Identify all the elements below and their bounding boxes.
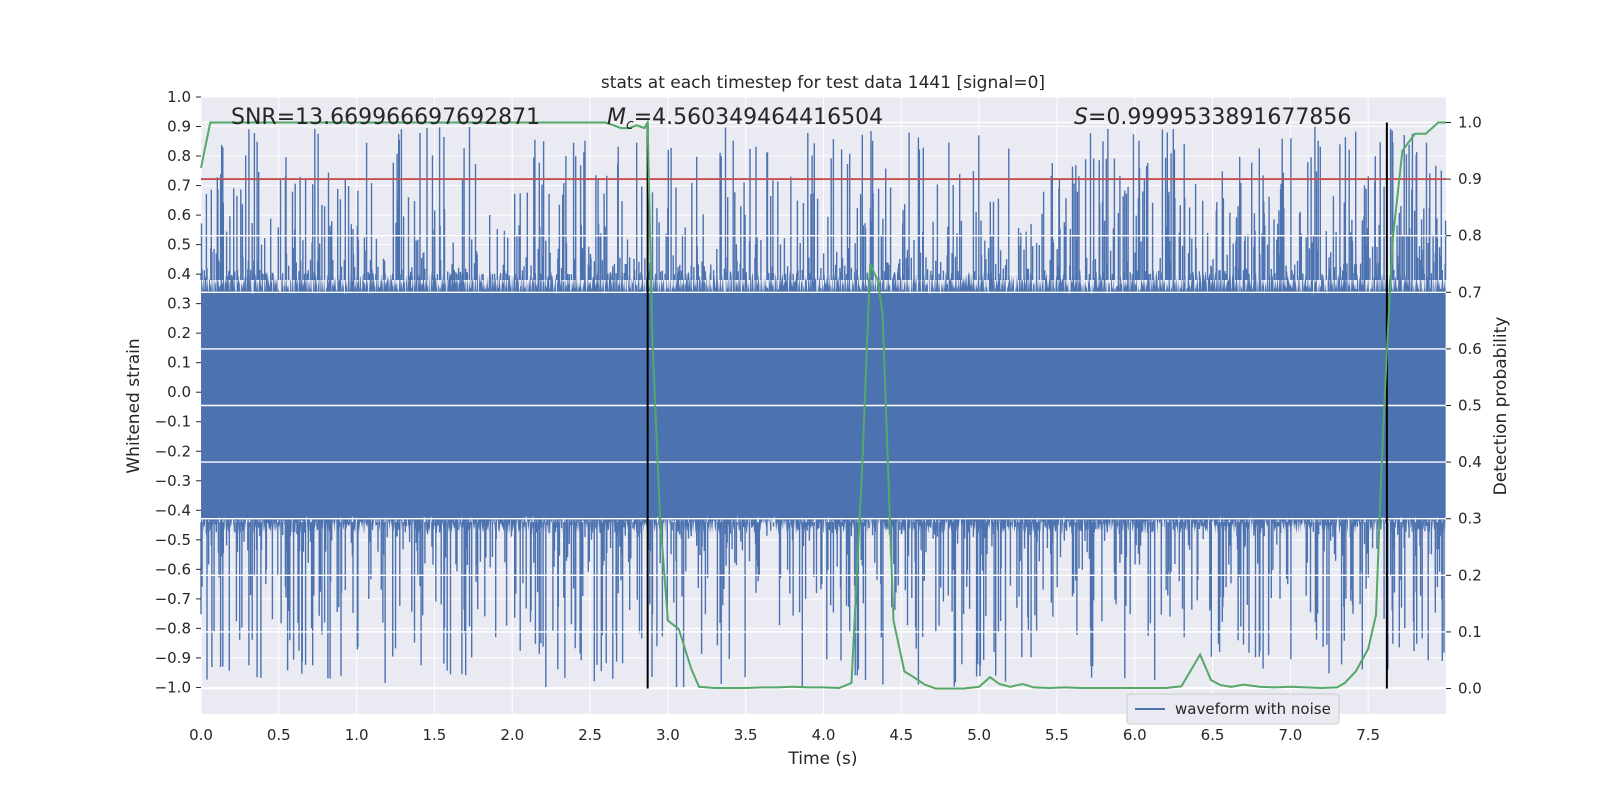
y-left-tick-label-5: 0.5 <box>167 236 191 254</box>
y-left-tick-label-0: 1.0 <box>167 88 191 106</box>
x-tick-label-11: 5.5 <box>1045 726 1069 744</box>
x-tick-label-12: 6.0 <box>1123 726 1147 744</box>
y-left-tick-label-16: −0.6 <box>155 560 191 578</box>
y-left-tick-label-14: −0.4 <box>155 501 191 519</box>
vertical-marker-layer <box>646 122 1388 689</box>
y-left-tick-label-4: 0.6 <box>167 206 191 224</box>
waveform-core-band <box>201 271 1446 534</box>
y-right-tick-label-3: 0.7 <box>1458 283 1482 301</box>
x-axis-label: Time (s) <box>787 749 857 769</box>
detection-statistic-annotation: S=0.9999533891677856 <box>1074 105 1351 130</box>
y-right-tick-label-8: 0.2 <box>1458 566 1482 584</box>
x-tick-label-7: 3.5 <box>734 726 758 744</box>
y-left-tick-label-10: 0.0 <box>167 383 191 401</box>
s-value: =0.9999533891677856 <box>1088 105 1351 130</box>
y-left-tick-label-1: 0.9 <box>167 118 191 136</box>
mc-symbol: M <box>607 105 626 130</box>
y-left-tick-label-12: −0.2 <box>155 442 191 460</box>
y-left-tick-label-17: −0.7 <box>155 590 191 608</box>
legend: waveform with noise <box>1126 693 1340 725</box>
y-left-tick-label-11: −0.1 <box>155 413 191 431</box>
y-left-tick-label-19: −0.9 <box>155 649 191 667</box>
x-tick-label-2: 1.0 <box>345 726 369 744</box>
y-left-tick-label-18: −0.8 <box>155 619 191 637</box>
probability-series-line <box>200 118 1446 690</box>
x-tick-label-9: 4.5 <box>889 726 913 744</box>
y-left-tick-label-7: 0.3 <box>167 295 191 313</box>
y-right-tick-label-9: 0.1 <box>1458 623 1482 641</box>
y-right-axis-label: Detection probability <box>1491 317 1511 496</box>
y-left-tick-label-2: 0.8 <box>167 147 191 165</box>
y-left-tick-label-6: 0.4 <box>167 265 191 283</box>
y-right-tick-label-5: 0.5 <box>1458 397 1482 415</box>
y-right-tick-label-10: 0.0 <box>1458 680 1482 698</box>
legend-label-waveform: waveform with noise <box>1175 700 1331 718</box>
mc-value: =4.560349464416504 <box>634 105 883 130</box>
x-tick-label-8: 4.0 <box>812 726 836 744</box>
x-tick-label-15: 7.5 <box>1356 726 1380 744</box>
y-right-tick-label-7: 0.3 <box>1458 510 1482 528</box>
waveform-spikes <box>200 126 1447 688</box>
x-tick-label-10: 5.0 <box>967 726 991 744</box>
x-tick-label-0: 0.0 <box>189 726 213 744</box>
x-tick-label-13: 6.5 <box>1201 726 1225 744</box>
x-tick-label-1: 0.5 <box>267 726 291 744</box>
chart-title: stats at each timestep for test data 144… <box>601 73 1045 93</box>
chirp-mass-annotation: Mc=4.560349464416504 <box>607 105 883 133</box>
y-left-tick-label-8: 0.2 <box>167 324 191 342</box>
y-left-tick-label-9: 0.1 <box>167 354 191 372</box>
waveform-layer <box>200 126 1447 688</box>
x-tick-label-3: 1.5 <box>423 726 447 744</box>
x-tick-label-4: 2.0 <box>500 726 524 744</box>
y-left-tick-label-13: −0.3 <box>155 472 191 490</box>
snr-annotation: SNR=13.669966697692871 <box>231 105 540 130</box>
x-tick-label-5: 2.5 <box>578 726 602 744</box>
y-left-tick-labels: 1.0 0.9 0.8 0.7 0.6 0.5 0.4 0.3 0.2 0.1 0.0 −0.1 −0.… <box>155 88 201 696</box>
y-right-tick-label-4: 0.6 <box>1458 340 1482 358</box>
y-left-tick-label-3: 0.7 <box>167 177 191 195</box>
x-tick-labels: 0.0 0.5 1.0 1.5 2.0 2.5 3.0 3.5 4.0 4.5 5.0 5.5 6.0 6… <box>189 726 1380 744</box>
legend-box <box>1126 693 1340 725</box>
y-right-tick-label-0: 1.0 <box>1458 113 1482 131</box>
y-left-tick-label-20: −1.0 <box>155 678 191 696</box>
x-tick-label-6: 3.0 <box>656 726 680 744</box>
s-symbol: S <box>1074 105 1088 130</box>
y-right-tick-label-1: 0.9 <box>1458 170 1482 188</box>
mc-subscript: c <box>626 117 634 133</box>
y-right-tick-label-6: 0.4 <box>1458 453 1482 471</box>
y-left-axis-label: Whitened strain <box>124 338 144 473</box>
y-left-tick-label-15: −0.5 <box>155 531 191 549</box>
y-right-tick-labels: 1.0 0.9 0.8 0.7 0.6 0.5 0.4 0.3 0.2 0.1 0.0 <box>1446 113 1482 698</box>
y-right-tick-label-2: 0.8 <box>1458 227 1482 245</box>
x-tick-label-14: 7.0 <box>1278 726 1302 744</box>
